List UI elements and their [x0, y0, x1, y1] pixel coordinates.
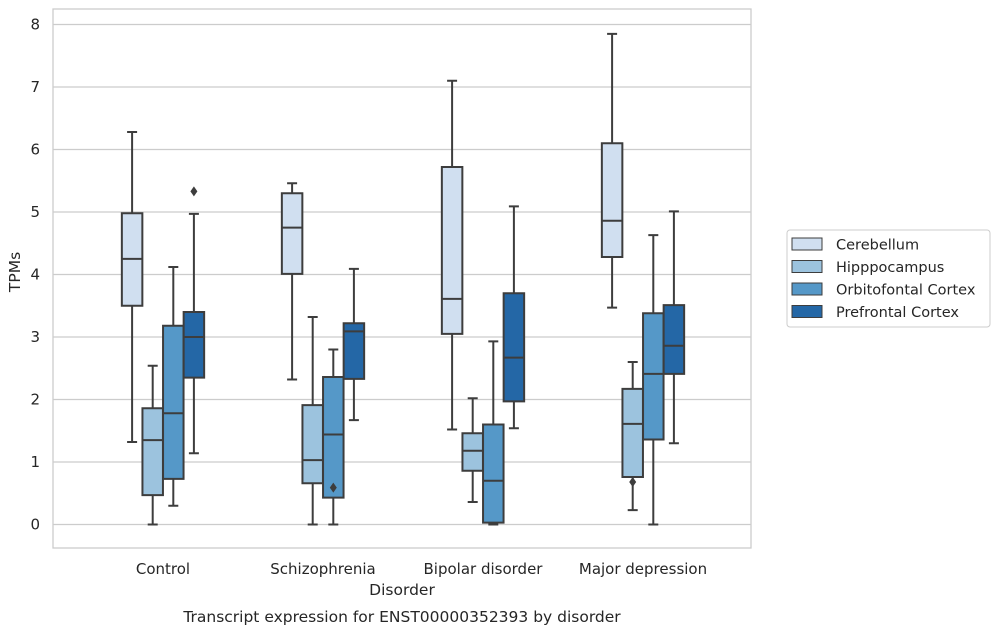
box-cerebellum — [600, 32, 624, 309]
y-tick-label: 0 — [30, 516, 40, 534]
outlier-point — [329, 482, 337, 493]
box-iqr — [342, 322, 366, 380]
outlier-point — [190, 186, 198, 197]
y-tick-label: 4 — [30, 266, 40, 284]
legend-frame — [786, 229, 991, 328]
box-hipppocampus — [621, 361, 644, 512]
box-orbitofontal-cortex — [322, 348, 345, 526]
y-axis-ticks: 0 1 2 3 4 5 6 7 8 — [30, 16, 40, 534]
box-cerebellum — [280, 182, 304, 381]
y-tick-label: 2 — [30, 391, 40, 409]
box-iqr — [141, 407, 164, 497]
box-iqr — [662, 304, 686, 375]
box-orbitofontal-cortex — [482, 340, 505, 526]
box-orbitofontal-cortex — [162, 266, 185, 507]
box-hipppocampus — [141, 364, 164, 526]
box-iqr — [440, 166, 464, 335]
box-hipppocampus — [461, 397, 484, 503]
box-iqr — [621, 387, 644, 478]
box-hipppocampus — [301, 316, 324, 526]
box-iqr — [482, 423, 505, 524]
box-orbitofontal-cortex — [642, 234, 665, 526]
box-series — [120, 32, 686, 526]
x-axis-label: Disorder — [369, 581, 435, 599]
legend-label: Prefrontal Cortex — [836, 305, 959, 321]
box-iqr — [642, 312, 665, 441]
legend-swatch — [791, 282, 823, 296]
box-iqr — [182, 311, 206, 379]
y-tick-label: 8 — [30, 16, 40, 34]
box-prefrontal-cortex — [182, 186, 206, 455]
box-iqr — [322, 376, 345, 499]
box-cerebellum — [120, 131, 144, 443]
legend-swatch — [791, 237, 823, 251]
box-prefrontal-cortex — [502, 205, 526, 430]
legend: Cerebellum Hipppocampus Orbitofontal Corte… — [786, 229, 991, 328]
chart-title: Transcript expression for ENST0000035239… — [182, 608, 621, 626]
box-iqr — [280, 192, 304, 275]
box-iqr — [301, 404, 324, 485]
y-tick-label: 7 — [30, 78, 40, 96]
x-tick-label: Control — [136, 560, 190, 578]
box-iqr — [162, 324, 185, 480]
y-axis-label: TPMs — [6, 252, 24, 293]
legend-swatch — [791, 260, 823, 273]
legend-label: Orbitofontal Cortex — [836, 283, 976, 299]
y-tick-label: 1 — [30, 453, 40, 471]
outlier-point — [629, 477, 637, 487]
box-prefrontal-cortex — [342, 267, 366, 422]
legend-swatch — [791, 305, 823, 318]
y-tick-label: 5 — [30, 203, 40, 221]
box-iqr — [502, 292, 526, 403]
box-prefrontal-cortex — [662, 210, 686, 445]
box-iqr — [461, 432, 484, 472]
legend-label: Hipppocampus — [836, 260, 944, 276]
legend-label: Cerebellum — [836, 238, 919, 254]
y-tick-label: 3 — [30, 328, 40, 346]
box-cerebellum — [440, 79, 464, 431]
x-axis-ticks: Control Schizophrenia Bipolar disorder Majo… — [136, 560, 707, 578]
y-tick-label: 6 — [30, 141, 40, 159]
x-tick-label: Schizophrenia — [270, 560, 375, 578]
box-iqr — [600, 142, 624, 258]
x-tick-label: Bipolar disorder — [424, 560, 544, 578]
plot-area-frame — [52, 8, 752, 549]
x-tick-label: Major depression — [579, 560, 707, 578]
